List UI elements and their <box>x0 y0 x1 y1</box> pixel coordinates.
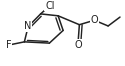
Text: N: N <box>24 21 31 31</box>
Text: O: O <box>90 15 98 25</box>
Text: Cl: Cl <box>45 1 55 11</box>
Text: F: F <box>6 40 12 50</box>
Text: O: O <box>74 40 82 50</box>
